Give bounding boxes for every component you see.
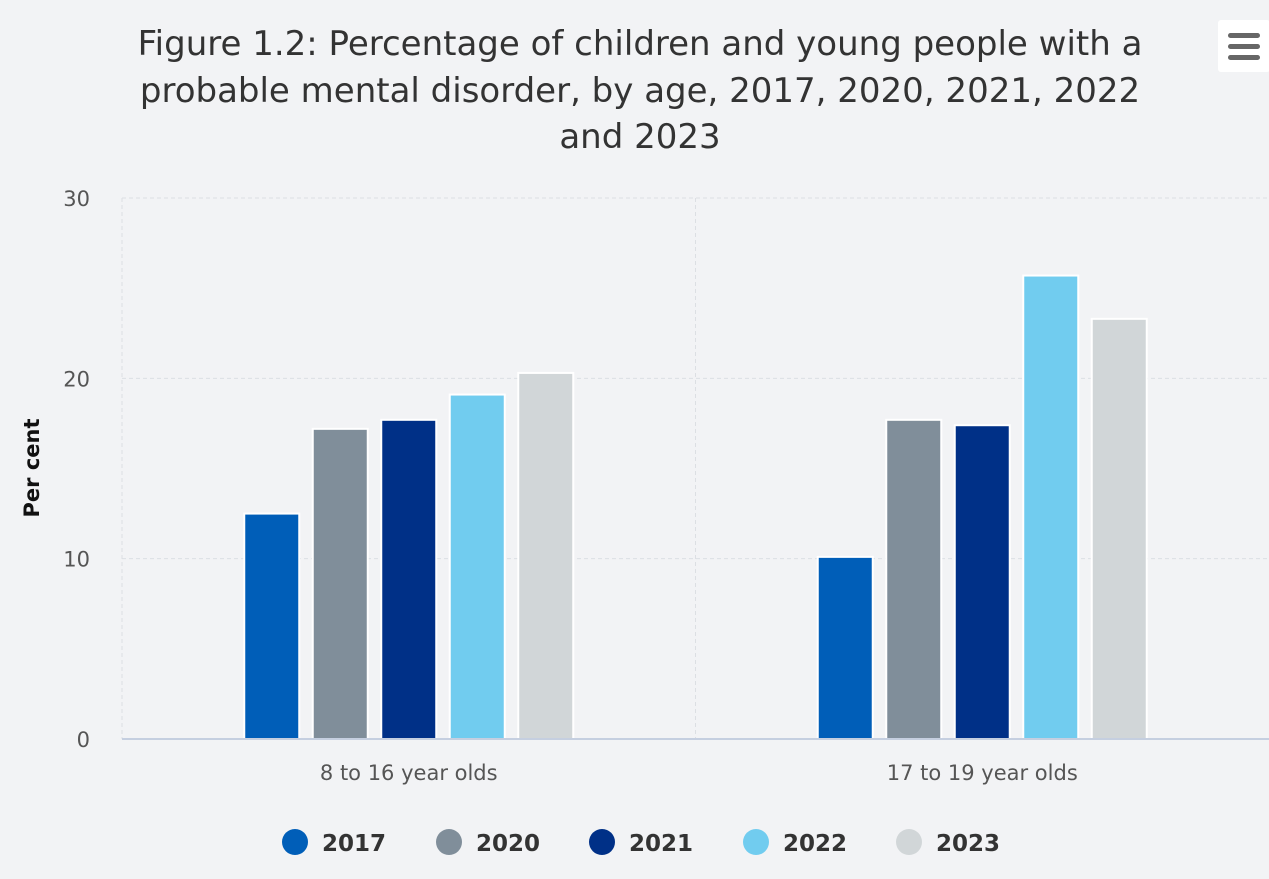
axes: 8 to 16 year olds 17 to 19 year olds Per c… [20, 419, 1269, 785]
legend-marker [896, 829, 922, 855]
hamburger-menu-icon-bar [1228, 44, 1260, 49]
legend-label: 2017 [322, 831, 386, 857]
chart-menu-button[interactable] [1218, 20, 1269, 72]
legend[interactable]: 2017 2020 2021 2022 2023 [282, 829, 1000, 857]
x-tick-label: 17 to 19 year olds [887, 761, 1078, 785]
chart-title-line: Figure 1.2: Percentage of children and y… [138, 24, 1143, 64]
bar-2021-0[interactable] [380, 418, 438, 740]
legend-label: 2020 [476, 831, 540, 857]
bar-2023-1[interactable] [1090, 317, 1148, 740]
legend-marker [436, 829, 462, 855]
legend-item-2022[interactable]: 2022 [743, 829, 847, 857]
bar-2022-1[interactable] [1022, 274, 1080, 740]
y-tick-label: 30 [63, 187, 90, 211]
legend-item-2017[interactable]: 2017 [282, 829, 386, 857]
y-tick-label: 20 [63, 367, 90, 391]
legend-marker [282, 829, 308, 855]
legend-marker [589, 829, 615, 855]
legend-label: 2023 [936, 831, 1000, 857]
hamburger-menu-icon-bar [1228, 55, 1260, 60]
hamburger-menu-icon [1228, 33, 1260, 38]
x-tick-label: 8 to 16 year olds [320, 761, 498, 785]
bars [243, 274, 1148, 741]
bar-2020-1[interactable] [885, 418, 943, 740]
legend-item-2021[interactable]: 2021 [589, 829, 693, 857]
y-axis-title: Per cent [20, 419, 44, 518]
bar-2021-1[interactable] [953, 424, 1011, 740]
bar-2017-0[interactable] [243, 512, 301, 740]
y-tick-label: 0 [77, 728, 90, 752]
chart-title-line: probable mental disorder, by age, 2017, … [140, 71, 1140, 111]
legend-label: 2021 [629, 831, 693, 857]
chart-title: Figure 1.2: Percentage of children and y… [138, 24, 1143, 157]
legend-marker [743, 829, 769, 855]
chart-title-line: and 2023 [559, 117, 720, 157]
bar-2023-0[interactable] [517, 371, 575, 740]
bar-2017-1[interactable] [816, 555, 874, 741]
legend-item-2020[interactable]: 2020 [436, 829, 540, 857]
legend-label: 2022 [783, 831, 847, 857]
legend-item-2023[interactable]: 2023 [896, 829, 1000, 857]
bar-2022-0[interactable] [448, 393, 506, 740]
bar-2020-0[interactable] [311, 427, 369, 740]
y-tick-label: 10 [63, 548, 90, 572]
